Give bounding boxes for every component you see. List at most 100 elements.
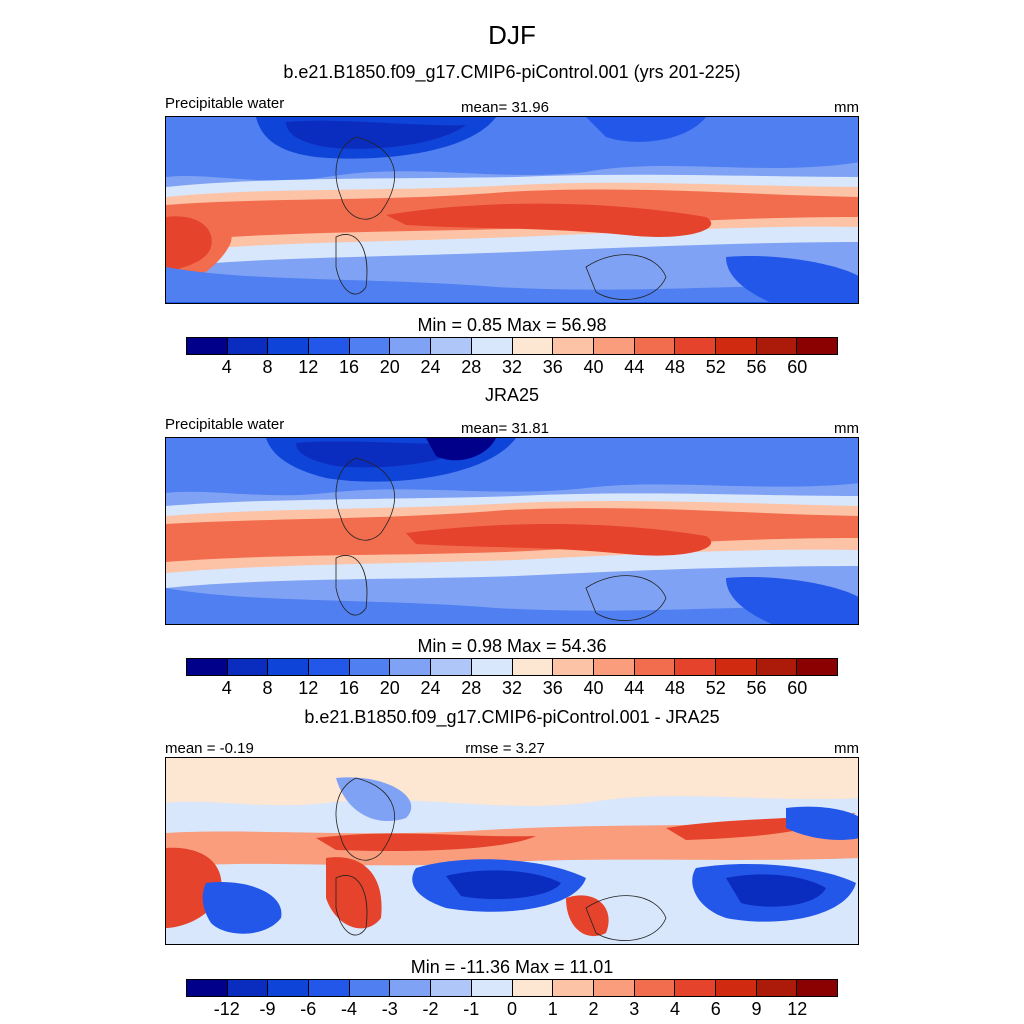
colorbar-tick-label: 40 [583, 678, 604, 698]
colorbar-tick-label: 4 [221, 678, 232, 698]
colorbar-swatch [553, 338, 594, 354]
colorbar-tick-label: 40 [583, 357, 604, 377]
panel3-rmse-label: rmse = 3.27 [465, 740, 545, 757]
panel2-colorbar-ticks: 4 8 12 16 20 24 28 32 36 40 44 48 52 56 60 [186, 678, 838, 700]
panel2-colorbar [186, 658, 838, 676]
colorbar-tick-label: 0 [506, 999, 518, 1019]
figure-title: DJF [488, 20, 536, 50]
colorbar-swatch [797, 980, 837, 996]
colorbar-tick-label: 20 [379, 357, 400, 377]
panel1-colorbar [186, 337, 838, 355]
colorbar-swatch [390, 980, 432, 996]
colorbar-swatch [471, 338, 513, 354]
panel3-title: b.e21.B1850.f09_g17.CMIP6-piControl.001 … [304, 707, 720, 727]
colorbar-tick-label: 44 [624, 678, 645, 698]
panel3-units: mm [834, 740, 859, 757]
colorbar-swatch [390, 338, 432, 354]
colorbar-swatch [268, 659, 310, 675]
colorbar-tick-label: 4 [669, 999, 681, 1019]
colorbar-tick-label: 28 [461, 678, 482, 698]
colorbar-swatch [715, 659, 757, 675]
panel3-difference-plot [166, 758, 858, 944]
panel3-mean-label: mean = -0.19 [165, 740, 254, 757]
colorbar-swatch [715, 980, 757, 996]
colorbar-tick-label: 48 [664, 357, 686, 377]
panel1-units: mm [834, 99, 859, 116]
colorbar-tick-label: -1 [463, 999, 480, 1019]
colorbar-swatch [512, 659, 554, 675]
colorbar-swatch [431, 659, 472, 675]
colorbar-swatch [797, 659, 837, 675]
colorbar-swatch [797, 338, 837, 354]
colorbar-swatch [390, 659, 432, 675]
colorbar-tick-label: 6 [710, 999, 721, 1019]
panel2-map [165, 437, 859, 625]
colorbar-swatch [268, 338, 310, 354]
colorbar-swatch [675, 338, 716, 354]
colorbar-tick-label: -6 [300, 999, 317, 1019]
colorbar-swatch [634, 338, 676, 354]
colorbar-swatch [593, 980, 635, 996]
panel2-min-max: Min = 0.98 Max = 54.36 [417, 636, 607, 656]
panel1-map [165, 116, 859, 304]
colorbar-swatch [756, 659, 798, 675]
colorbar-swatch [227, 659, 269, 675]
colorbar-swatch [471, 659, 513, 675]
colorbar-tick-label: 56 [746, 678, 767, 698]
colorbar-swatch [309, 659, 350, 675]
colorbar-swatch [593, 659, 635, 675]
colorbar-swatch [634, 980, 676, 996]
colorbar-swatch [309, 980, 350, 996]
colorbar-swatch [634, 659, 676, 675]
colorbar-tick-label: 24 [420, 357, 441, 377]
colorbar-tick-label: 12 [298, 357, 319, 377]
colorbar-tick-label: 32 [501, 678, 523, 698]
colorbar-tick-label: 20 [379, 678, 400, 698]
panel1-field-plot [166, 117, 858, 303]
panel2-left-label: Precipitable water [165, 416, 285, 433]
colorbar-tick-label: 16 [338, 357, 360, 377]
colorbar-tick-label: 8 [262, 678, 273, 698]
colorbar-tick-label: 3 [629, 999, 640, 1019]
colorbar-swatch [715, 338, 757, 354]
colorbar-tick-label: 12 [298, 678, 319, 698]
colorbar-tick-label: 28 [461, 357, 482, 377]
colorbar-swatch [431, 338, 472, 354]
colorbar-tick-label: 36 [542, 678, 563, 698]
colorbar-tick-label: 36 [542, 357, 563, 377]
colorbar-tick-label: 60 [787, 678, 808, 698]
colorbar-swatch [512, 338, 554, 354]
colorbar-tick-label: -3 [381, 999, 398, 1019]
colorbar-tick-label: 4 [221, 357, 232, 377]
colorbar-swatch [756, 338, 798, 354]
colorbar-tick-label: 52 [705, 678, 726, 698]
colorbar-tick-label: 9 [751, 999, 762, 1019]
colorbar-tick-label: 24 [420, 678, 441, 698]
panel1-colorbar-ticks: 4 8 12 16 20 24 28 32 36 40 44 48 52 56 60 [186, 357, 838, 379]
colorbar-swatch [309, 338, 350, 354]
colorbar-swatch [268, 980, 310, 996]
colorbar-tick-label: 48 [664, 678, 686, 698]
colorbar-tick-label: -2 [422, 999, 439, 1019]
colorbar-tick-label: 44 [624, 357, 645, 377]
panel3-min-max: Min = -11.36 Max = 11.01 [410, 957, 614, 977]
colorbar-swatch [187, 659, 228, 675]
colorbar-tick-label: -12 [213, 999, 240, 1019]
colorbar-swatch [756, 980, 798, 996]
colorbar-swatch [675, 659, 716, 675]
colorbar-tick-label: -9 [259, 999, 276, 1019]
colorbar-tick-label: 52 [705, 357, 726, 377]
panel2-mean-label: mean= 31.81 [461, 420, 549, 437]
colorbar-tick-label: -4 [340, 999, 358, 1019]
colorbar-swatch [675, 980, 716, 996]
panel1-left-label: Precipitable water [165, 95, 285, 112]
colorbar-swatch [187, 338, 228, 354]
panel3-colorbar-ticks: -12 -9 -6 -4 -3 -2 -1 0 1 2 3 4 6 9 12 [186, 999, 838, 1021]
colorbar-swatch [227, 338, 269, 354]
colorbar-tick-label: 16 [338, 678, 360, 698]
colorbar-tick-label: 1 [547, 999, 558, 1019]
colorbar-swatch [349, 980, 391, 996]
panel2-units: mm [834, 420, 859, 437]
colorbar-tick-label: 12 [787, 999, 808, 1019]
panel3-map [165, 757, 859, 945]
